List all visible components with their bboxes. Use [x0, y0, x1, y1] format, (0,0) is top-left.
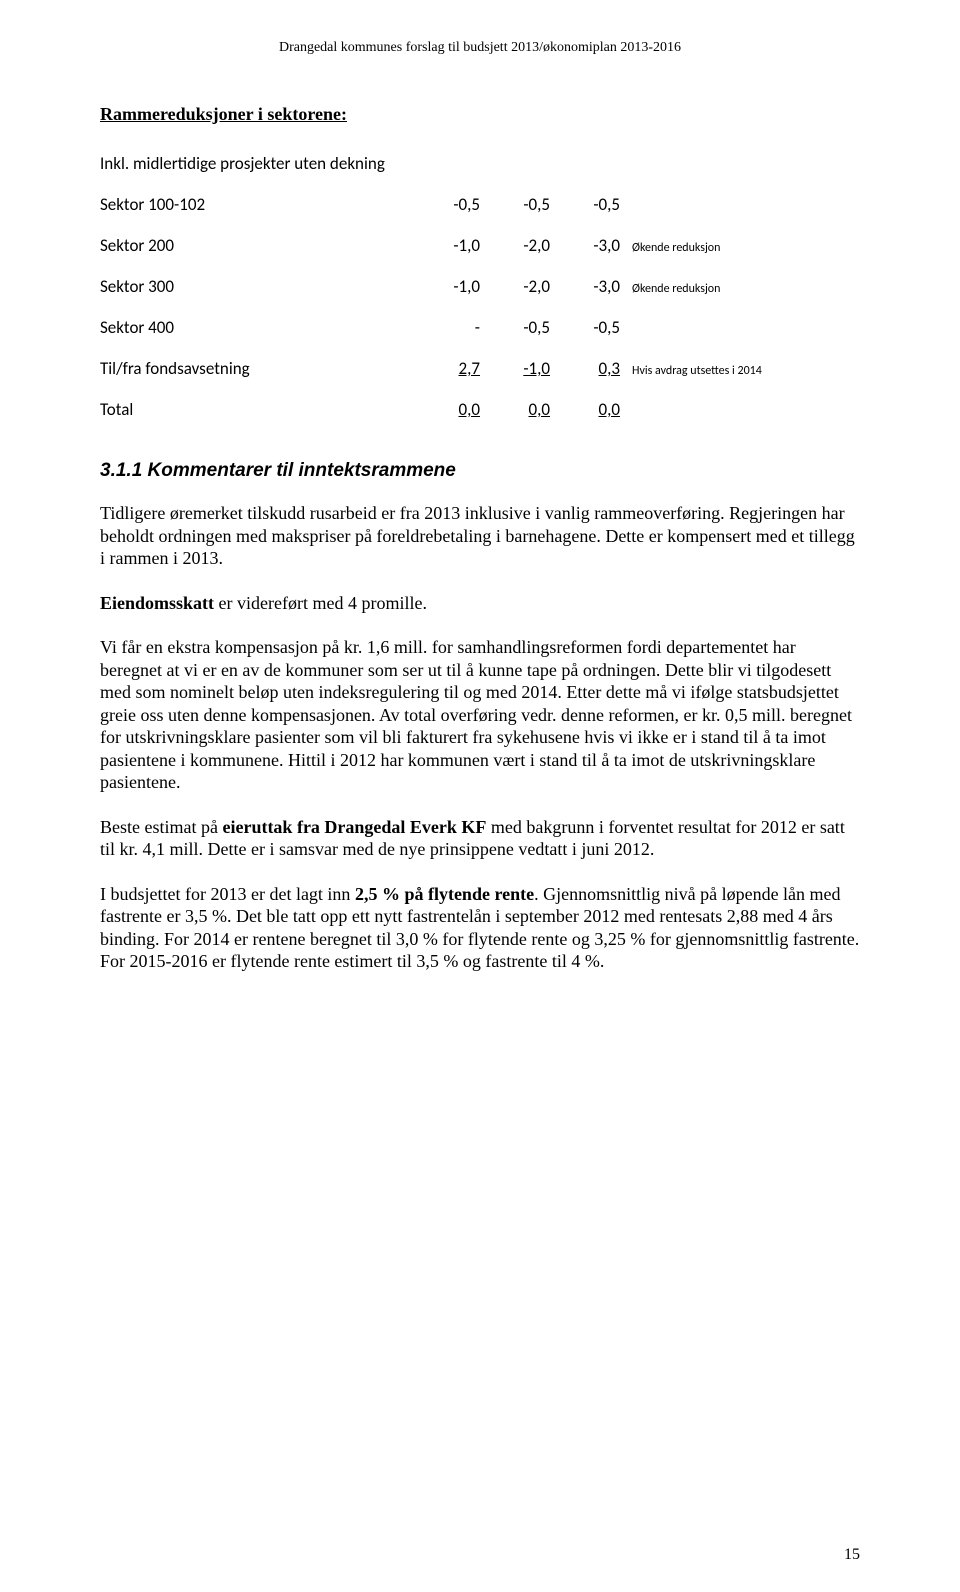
- row-note: Økende reduksjon: [620, 282, 860, 296]
- para-text: er videreført med 4 promille.: [214, 593, 427, 613]
- bold-term: eieruttak fra Drangedal Everk KF: [222, 817, 486, 837]
- row-note: Økende reduksjon: [620, 241, 860, 255]
- para-text: I budsjettet for 2013 er det lagt inn: [100, 884, 355, 904]
- para-text: Beste estimat på: [100, 817, 222, 837]
- row-val: 0,0: [480, 399, 550, 420]
- row-val: -0,5: [410, 194, 480, 215]
- row-val: -0,5: [480, 317, 550, 338]
- row-label: Til/fra fondsavsetning: [100, 358, 410, 379]
- table-row-total: Total 0,0 0,0 0,0: [100, 399, 860, 420]
- table-row: Sektor 200 -1,0 -2,0 -3,0 Økende reduksj…: [100, 235, 860, 256]
- row-val: 0,0: [410, 399, 480, 420]
- table-row: Til/fra fondsavsetning 2,7 -1,0 0,3 Hvis…: [100, 358, 860, 379]
- table-subtitle: Inkl. midlertidige prosjekter uten dekni…: [100, 153, 410, 174]
- row-val: 0,3: [550, 358, 620, 379]
- table-row: Sektor 100-102 -0,5 -0,5 -0,5: [100, 194, 860, 215]
- bold-term: 2,5 % på flytende rente: [355, 884, 534, 904]
- row-val: -3,0: [550, 276, 620, 297]
- row-label: Sektor 300: [100, 276, 410, 297]
- row-label: Sektor 100-102: [100, 194, 410, 215]
- row-val: -1,0: [410, 235, 480, 256]
- row-val: 0,0: [550, 399, 620, 420]
- table-row: Sektor 400 - -0,5 -0,5: [100, 317, 860, 338]
- row-val: -0,5: [550, 194, 620, 215]
- table-subtitle-row: Inkl. midlertidige prosjekter uten dekni…: [100, 153, 860, 174]
- row-label: Total: [100, 399, 410, 420]
- body-paragraph: Beste estimat på eieruttak fra Drangedal…: [100, 816, 860, 861]
- body-paragraph: Tidligere øremerket tilskudd rusarbeid e…: [100, 502, 860, 570]
- page-number: 15: [844, 1546, 860, 1564]
- row-val: -0,5: [550, 317, 620, 338]
- row-val: -2,0: [480, 276, 550, 297]
- table-row: Sektor 300 -1,0 -2,0 -3,0 Økende reduksj…: [100, 276, 860, 297]
- row-val: -1,0: [410, 276, 480, 297]
- row-val: -1,0: [480, 358, 550, 379]
- row-val: -0,5: [480, 194, 550, 215]
- row-val: -3,0: [550, 235, 620, 256]
- subsection-title: 3.1.1 Kommentarer til inntektsrammene: [100, 460, 860, 482]
- body-paragraph: Vi får en ekstra kompensasjon på kr. 1,6…: [100, 636, 860, 794]
- section-title: Rammereduksjoner i sektorene:: [100, 104, 860, 125]
- row-val: -2,0: [480, 235, 550, 256]
- row-label: Sektor 400: [100, 317, 410, 338]
- row-val: -: [410, 317, 480, 338]
- body-paragraph: I budsjettet for 2013 er det lagt inn 2,…: [100, 883, 860, 973]
- body-paragraph: Eiendomsskatt er videreført med 4 promil…: [100, 592, 860, 615]
- row-label: Sektor 200: [100, 235, 410, 256]
- reduction-table: Inkl. midlertidige prosjekter uten dekni…: [100, 153, 860, 420]
- bold-term: Eiendomsskatt: [100, 593, 214, 613]
- document-header: Drangedal kommunes forslag til budsjett …: [100, 40, 860, 56]
- row-val: 2,7: [410, 358, 480, 379]
- row-note: Hvis avdrag utsettes i 2014: [620, 364, 860, 378]
